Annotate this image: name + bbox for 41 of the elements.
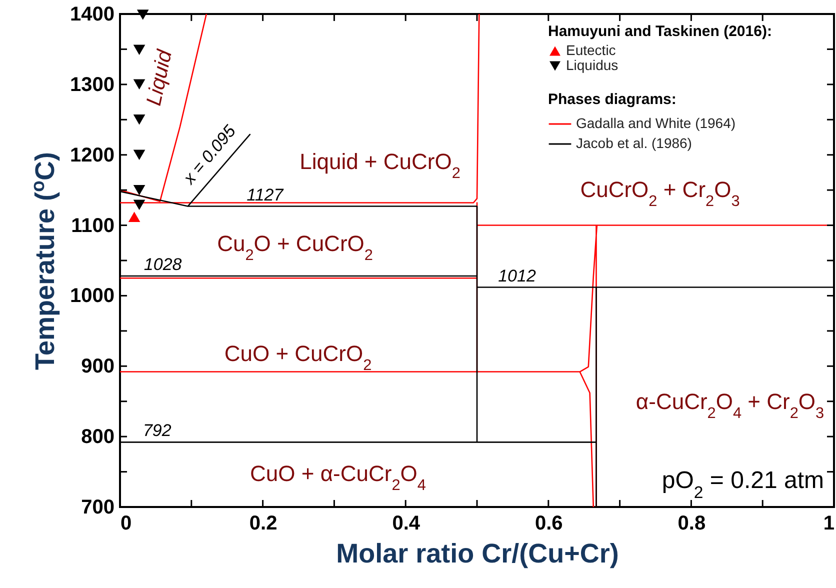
y-tick-label: 1200 (70, 144, 114, 166)
x-tick-label: 0.8 (678, 512, 706, 534)
y-tick-label: 1300 (70, 74, 114, 96)
annotation: pO$_{2}$ = 0.21 atm (662, 467, 824, 502)
x-tick-label: 0 (120, 512, 132, 534)
point (128, 212, 140, 222)
point (133, 114, 146, 125)
legend-label: Eutectic (566, 42, 616, 58)
annotation: Liquid (142, 46, 177, 108)
y-tick-label: 900 (81, 356, 114, 378)
annotation: Phases diagrams: (548, 91, 676, 108)
point (133, 79, 146, 90)
annotation: 792 (142, 421, 172, 440)
annotation: α-CuCr$_{2}$O$_{4}$ + Cr$_{2}$O$_{3}$ (636, 389, 824, 422)
legend-label: Jacob et al. (1986) (576, 135, 692, 151)
legend-label: Liquidus (566, 57, 618, 73)
legend-label: Gadalla and White (1964) (576, 115, 736, 131)
x-tick-label: 1 (823, 512, 834, 534)
annotation: CuO + α-CuCr$_{2}$O$_{4}$ (250, 461, 426, 494)
point (136, 10, 149, 20)
x-tick-label: 0.4 (392, 512, 421, 534)
point (133, 150, 146, 160)
annotation: Liquid + CuCrO$_{2}$ (300, 149, 460, 182)
y-tick-label: 1100 (71, 214, 114, 237)
x-tick-label: 0.2 (249, 512, 278, 534)
point (133, 200, 146, 210)
point (133, 184, 146, 196)
legend-title: Hamuyuni and Taskinen (2016): (548, 23, 772, 40)
annotation: 1012 (498, 266, 536, 286)
annotation: Cu$_{2}$O + CuCrO$_{2}$ (217, 231, 373, 264)
x-tick-label: 0.6 (534, 512, 563, 534)
annotation: CuO + CuCrO$_{2}$ (224, 341, 372, 374)
y-tick-label: 800 (81, 426, 114, 448)
annotation: 1127 (246, 185, 284, 204)
y-tick-label: 1400 (70, 4, 114, 26)
y-tick-label: 1000 (70, 285, 114, 308)
x-axis-title: Molar ratio Cr/(Cu+Cr) (336, 538, 619, 568)
annotation: 1028 (144, 254, 182, 274)
point (133, 44, 146, 56)
annotation: CuCrO$_{2}$ + Cr$_{2}$O$_{3}$ (580, 177, 740, 210)
y-tick-label: 700 (81, 496, 114, 518)
